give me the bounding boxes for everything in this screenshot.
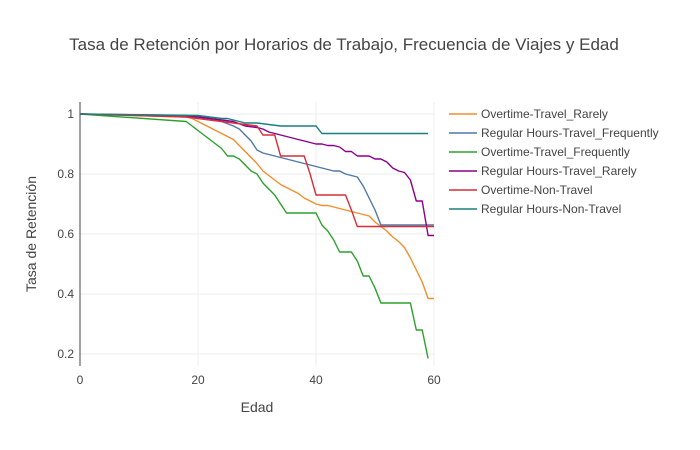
series-line-3	[79, 113, 429, 359]
series-line-2	[79, 113, 434, 226]
axes: 0 20 40 60 0.2 0.4 0.6 0.8 1	[57, 102, 441, 387]
y-tick-label: 0.2	[57, 347, 74, 361]
legend: Overtime-Travel_Rarely Regular Hours-Trav…	[449, 107, 659, 216]
legend-label-2: Regular Hours-Travel_Frequently	[481, 126, 659, 140]
legend-label-1: Overtime-Travel_Rarely	[481, 107, 608, 121]
y-tick-label: 0.4	[57, 287, 74, 301]
x-tick-label: 0	[77, 373, 84, 387]
series-line-4	[79, 113, 434, 237]
x-tick-label: 60	[427, 373, 441, 387]
legend-label-5: Overtime-Non-Travel	[481, 183, 593, 197]
y-tick-label: 0.8	[57, 167, 74, 181]
y-axis-title: Tasa de Retención	[23, 176, 39, 292]
grid	[80, 102, 435, 366]
legend-label-4: Regular Hours-Travel_Rarely	[481, 164, 637, 178]
series-line-5	[79, 113, 434, 228]
y-tick-label: 0.6	[57, 227, 74, 241]
x-tick-label: 40	[309, 373, 323, 387]
series-line-1	[79, 113, 434, 300]
x-tick-label: 20	[191, 373, 205, 387]
x-axis-title: Edad	[241, 399, 274, 415]
y-tick-label: 1	[67, 107, 74, 121]
plot-area	[79, 113, 434, 359]
series-line-6	[79, 113, 429, 135]
legend-label-6: Regular Hours-Non-Travel	[481, 202, 621, 216]
chart-title: Tasa de Retención por Horarios de Trabaj…	[69, 35, 619, 54]
legend-label-3: Overtime-Travel_Frequently	[481, 145, 630, 159]
